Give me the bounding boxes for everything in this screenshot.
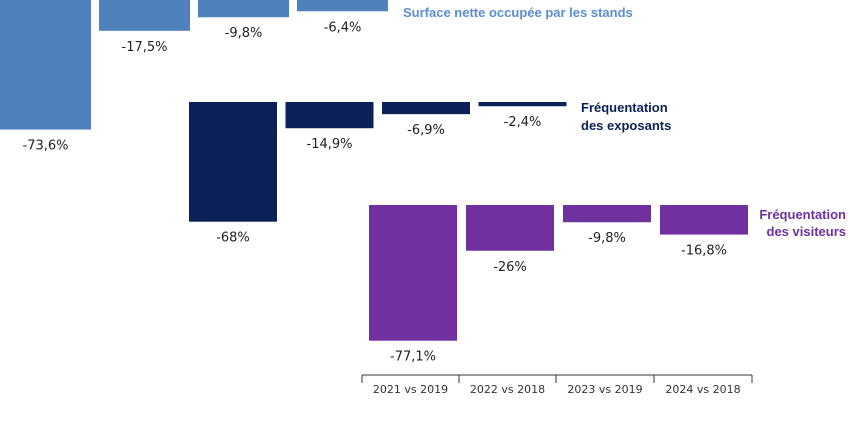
data-label-s2-4: -2,4% bbox=[504, 115, 542, 130]
data-label-s2-2: -14,9% bbox=[307, 137, 353, 152]
data-label-s2-1: -68% bbox=[216, 231, 250, 246]
bar-s1-4 bbox=[297, 0, 388, 12]
bar-s1-3 bbox=[198, 0, 289, 18]
legend-surface: Surface nette occupée par les stands bbox=[403, 5, 633, 20]
data-label-s3-1: -77,1% bbox=[390, 350, 436, 365]
bar-s2-2 bbox=[285, 102, 374, 129]
x-tick-label-3: 2023 vs 2019 bbox=[567, 383, 642, 396]
bar-s3-2 bbox=[466, 205, 554, 251]
x-tick-label-4: 2024 vs 2018 bbox=[665, 383, 740, 396]
data-label-s1-3: -9,8% bbox=[225, 26, 263, 41]
bar-s3-1 bbox=[369, 205, 457, 341]
x-tick-label-2: 2022 vs 2018 bbox=[470, 383, 545, 396]
bar-s2-4 bbox=[478, 102, 567, 107]
data-label-s1-4: -6,4% bbox=[324, 20, 362, 35]
legend-visiteurs-line1: Fréquentation bbox=[759, 207, 846, 222]
legend-visiteurs-line2: des visiteurs bbox=[767, 224, 847, 239]
data-label-s2-3: -6,9% bbox=[407, 123, 445, 138]
bar-s1-2 bbox=[99, 0, 190, 31]
bar-s1-1 bbox=[0, 0, 91, 130]
legend-exposants-line1: Fréquentation bbox=[581, 100, 668, 115]
data-label-s1-1: -73,6% bbox=[23, 139, 69, 154]
bar-s3-4 bbox=[660, 205, 748, 235]
bar-s3-3 bbox=[563, 205, 651, 223]
bar-s2-3 bbox=[382, 102, 470, 115]
x-tick-label-1: 2021 vs 2019 bbox=[373, 383, 448, 396]
data-label-s3-4: -16,8% bbox=[681, 244, 727, 259]
legend-exposants-line2: des exposants bbox=[581, 118, 671, 133]
data-label-s3-3: -9,8% bbox=[588, 231, 626, 246]
data-label-s3-2: -26% bbox=[493, 260, 527, 275]
data-label-s1-2: -17,5% bbox=[122, 40, 168, 55]
bar-s2-1 bbox=[189, 102, 277, 222]
